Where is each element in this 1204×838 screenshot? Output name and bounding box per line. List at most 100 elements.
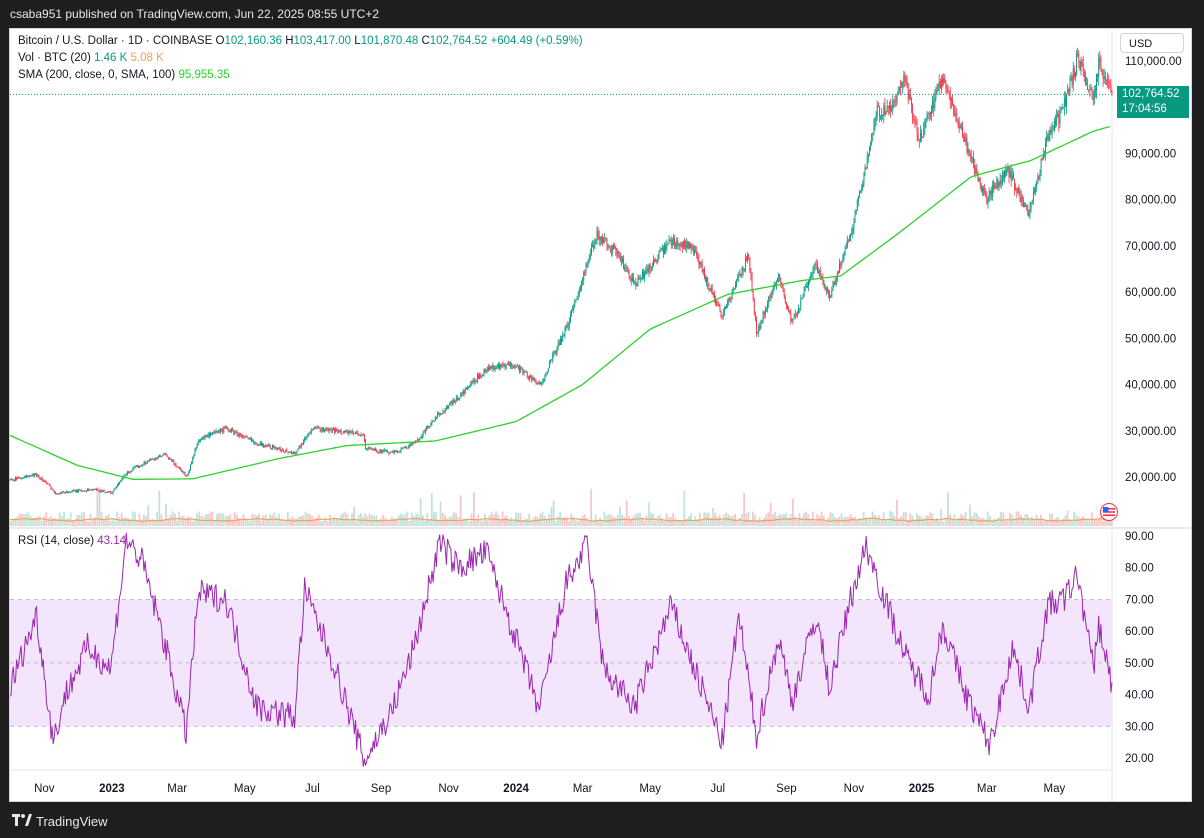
candle-body [605, 238, 607, 241]
volume-bar [1006, 521, 1009, 526]
candle-body [83, 491, 85, 492]
candle-body [510, 363, 512, 366]
candle-body [372, 449, 374, 451]
candle-body [1068, 89, 1070, 92]
candle-body [442, 411, 444, 414]
candle-body [370, 448, 372, 450]
candle-body [213, 432, 215, 433]
symbol-label[interactable]: Bitcoin / U.S. Dollar · 1D · COINBASE [18, 35, 213, 47]
candle-body [719, 306, 721, 312]
candle-body [553, 354, 555, 355]
volume-bar [858, 518, 861, 526]
volume-bar [594, 514, 597, 526]
candle-body [112, 491, 114, 494]
volume-bar [876, 517, 878, 526]
candle-body [180, 468, 181, 470]
candle-body [263, 443, 265, 447]
tradingview-logo-icon[interactable] [12, 814, 32, 826]
currency-button[interactable]: USD [1120, 33, 1184, 53]
volume-bar [466, 518, 469, 526]
volume-bar [21, 514, 23, 526]
volume-bar [74, 520, 76, 526]
candle-body [1030, 202, 1032, 208]
volume-bar [331, 519, 333, 526]
tradingview-brand[interactable]: TradingView [36, 814, 108, 829]
volume-bar [880, 519, 883, 526]
candle-body [708, 286, 710, 290]
candle-body [527, 376, 529, 379]
volume-bar [831, 513, 834, 526]
candle-body [776, 281, 777, 287]
candle-body [359, 435, 361, 436]
candle-body [470, 384, 472, 387]
candle-body [617, 251, 619, 254]
candle-body [66, 491, 67, 493]
candle-body [844, 249, 846, 252]
volume-bar [58, 512, 61, 526]
candle-body [481, 375, 483, 377]
candle-body [1039, 172, 1041, 178]
candle-body [994, 185, 996, 187]
candle-body [943, 77, 945, 84]
candle-body [458, 399, 459, 400]
candle-body [999, 180, 1001, 184]
candle-body [568, 320, 570, 326]
volume-bar [805, 511, 807, 526]
us-flag-icon[interactable] [1100, 503, 1118, 521]
candle-body [103, 490, 105, 492]
candle-body [248, 438, 250, 440]
candle-body [536, 382, 538, 384]
candle-body [329, 428, 331, 430]
candle-body [1037, 177, 1039, 184]
volume-bar [546, 519, 548, 526]
candle-body [142, 464, 144, 466]
candle-body [710, 287, 712, 291]
candle-body [649, 264, 651, 269]
candle-body [371, 448, 373, 450]
candle-body [873, 125, 875, 134]
candle-body [904, 75, 906, 79]
volume-bar [652, 513, 655, 526]
candle-body [412, 442, 414, 446]
volume-bar [391, 516, 393, 526]
candle-body [985, 192, 987, 197]
candle-body [544, 375, 546, 379]
candle-body [258, 444, 260, 446]
candle-body [657, 254, 659, 263]
volume-bar [958, 517, 960, 526]
candle-body [500, 364, 502, 368]
volume-bar [362, 516, 364, 526]
candle-body [101, 490, 103, 492]
candle-body [1050, 130, 1052, 133]
candle-body [576, 297, 578, 300]
volume-label[interactable]: Vol · BTC (20) [18, 52, 91, 64]
candle-body [154, 458, 156, 461]
candle-body [1004, 170, 1005, 177]
candle-body [756, 319, 757, 333]
candle-body [245, 436, 247, 438]
volume-bar [240, 520, 243, 526]
volume-bar [927, 515, 929, 526]
candle-body [241, 434, 242, 437]
candle-body [975, 167, 977, 174]
candle-body [624, 267, 626, 270]
candle-body [861, 187, 863, 192]
volume-bar [1002, 512, 1005, 526]
volume-bar [787, 517, 790, 526]
candle-body [1026, 204, 1028, 211]
candle-body [369, 447, 371, 449]
volume-bar [579, 519, 582, 526]
volume-bar [335, 518, 338, 526]
candle-body [1056, 117, 1058, 125]
time-tick-label: 2023 [99, 783, 125, 795]
candle-body [968, 149, 970, 154]
volume-bar [845, 516, 847, 526]
sma-label[interactable]: SMA (200, close, 0, SMA, 100) [18, 69, 176, 81]
candle-body [689, 242, 691, 249]
candle-body [138, 466, 139, 468]
volume-bar [818, 515, 821, 526]
candle-body [1065, 98, 1066, 107]
rsi-label[interactable]: RSI (14, close) [18, 535, 95, 547]
candle-body [767, 303, 768, 309]
